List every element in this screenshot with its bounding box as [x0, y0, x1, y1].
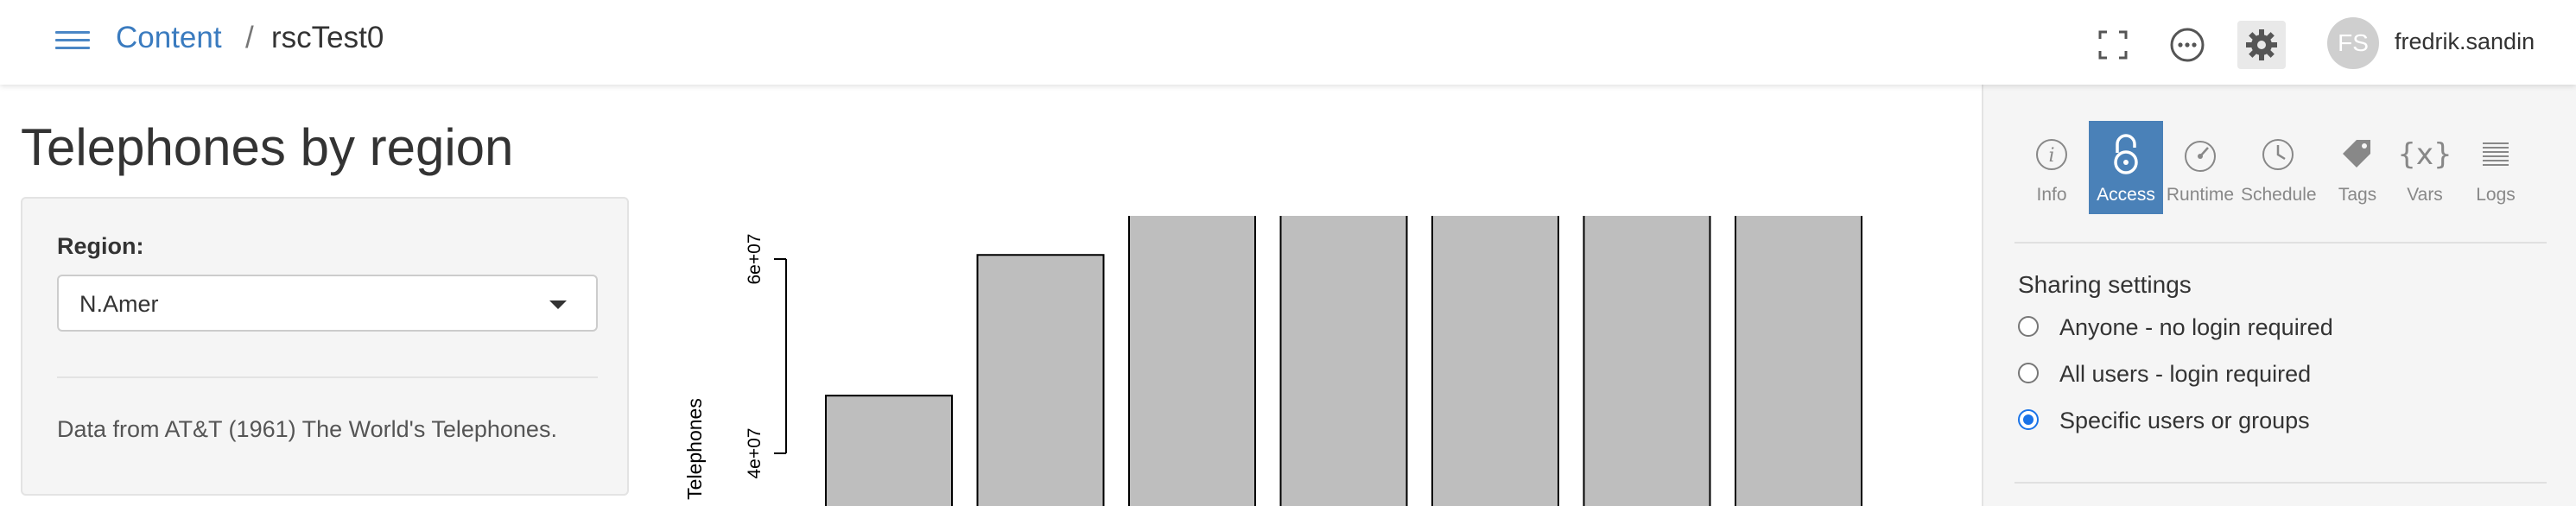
radio-label: All users - login required	[2059, 361, 2312, 387]
sharing-settings-heading: Sharing settings	[2018, 271, 2192, 298]
page-title: Telephones by region	[21, 118, 514, 176]
bar-1957	[1128, 216, 1256, 506]
bar-1956	[976, 254, 1105, 506]
y-axis-label: Telephones	[683, 398, 706, 500]
username-menu[interactable]: fredrik.sandin	[2395, 28, 2535, 54]
bar-1961	[1735, 216, 1862, 506]
radio-button[interactable]	[2018, 409, 2039, 430]
gauge-icon	[2163, 131, 2237, 178]
data-source-note: Data from AT&T (1961) The World's Teleph…	[57, 416, 557, 442]
svg-text:i: i	[2048, 145, 2054, 167]
tab-schedule[interactable]: Schedule	[2241, 121, 2317, 214]
divider	[57, 376, 598, 378]
vars-icon: {x}	[2397, 137, 2452, 172]
tab-logs[interactable]: Logs	[2459, 121, 2533, 214]
radio-button[interactable]	[2018, 316, 2039, 337]
region-select[interactable]: N.Amer	[57, 275, 598, 332]
divider	[2014, 242, 2547, 244]
menu-icon[interactable]	[55, 31, 90, 50]
chevron-down-icon	[549, 300, 567, 309]
avatar[interactable]: FS	[2327, 17, 2379, 69]
region-label: Region:	[57, 233, 144, 259]
settings-panel: i Info Access Runtime Schedule Tags {x} …	[1982, 85, 2576, 506]
gear-icon[interactable]	[2237, 21, 2286, 69]
tag-icon	[2320, 131, 2395, 178]
tab-label: Access	[2097, 185, 2155, 205]
tab-label: Info	[2036, 185, 2067, 205]
breadcrumb-separator: /	[245, 21, 254, 54]
tab-runtime[interactable]: Runtime	[2163, 121, 2237, 214]
more-icon[interactable]	[2163, 21, 2211, 69]
divider	[2014, 482, 2547, 484]
clock-icon	[2241, 131, 2315, 178]
bar-1960	[1583, 216, 1711, 506]
y-tick-label: 6e+07	[745, 234, 765, 285]
radio-label: Specific users or groups	[2059, 408, 2310, 433]
top-header: Content / rscTest0 FS fredrik.sandin	[0, 0, 2576, 85]
lock-icon	[2089, 131, 2163, 178]
breadcrumb-current: rscTest0	[271, 21, 384, 54]
bar-1958	[1279, 216, 1408, 506]
radio-button[interactable]	[2018, 363, 2039, 383]
logs-icon	[2459, 131, 2533, 178]
tab-label: Vars	[2407, 185, 2443, 205]
radio-label: Anyone - no login required	[2059, 314, 2333, 340]
tab-vars[interactable]: {x} Vars	[2388, 121, 2462, 214]
breadcrumb-content-link[interactable]: Content	[116, 21, 222, 54]
tab-label: Runtime	[2166, 185, 2235, 205]
tab-label: Tags	[2338, 185, 2377, 205]
tab-info[interactable]: i Info	[2014, 121, 2089, 214]
fullscreen-icon[interactable]	[2089, 21, 2137, 69]
y-tick-label: 4e+07	[745, 428, 765, 479]
tab-tags[interactable]: Tags	[2320, 121, 2395, 214]
tab-label: Schedule	[2241, 185, 2317, 205]
tab-label: Logs	[2476, 185, 2516, 205]
info-icon: i	[2014, 131, 2089, 178]
region-select-value: N.Amer	[79, 291, 159, 317]
bar-1951	[825, 395, 953, 506]
bar-1959	[1431, 216, 1559, 506]
sidebar-panel: Region: N.Amer Data from AT&T (1961) The…	[21, 197, 629, 496]
tab-access[interactable]: Access	[2089, 121, 2163, 214]
